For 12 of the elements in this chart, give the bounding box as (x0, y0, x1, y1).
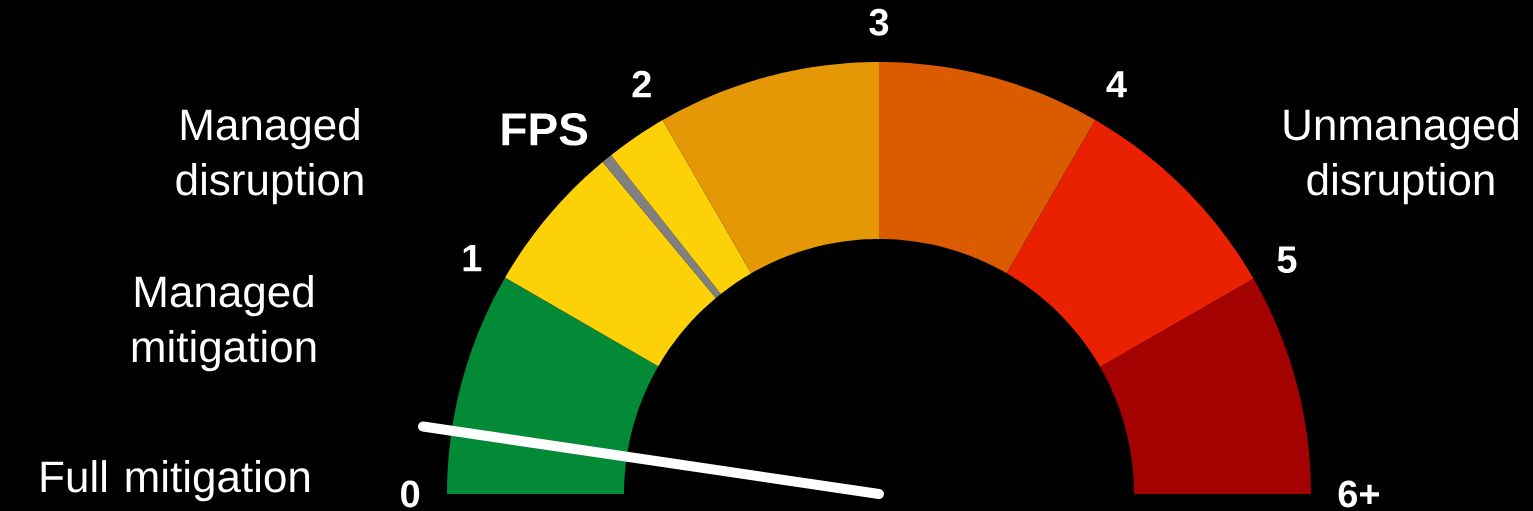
text: Managed disruption (176, 108, 363, 205)
slice-label: 5 (1277, 246, 1297, 274)
slice-label: 1 (463, 245, 482, 272)
text: Unmanaged disruption (1284, 108, 1518, 205)
slice-label: 0 (401, 480, 420, 508)
text: 6+ (1338, 480, 1380, 508)
text: Managed mitigation (132, 275, 316, 372)
slice-label: 3 (869, 8, 889, 36)
slice-label: 2 (632, 70, 651, 98)
slice-label: FPS (502, 113, 588, 146)
text: Full mitigation (41, 460, 310, 502)
slice-label: 4 (1106, 71, 1127, 98)
